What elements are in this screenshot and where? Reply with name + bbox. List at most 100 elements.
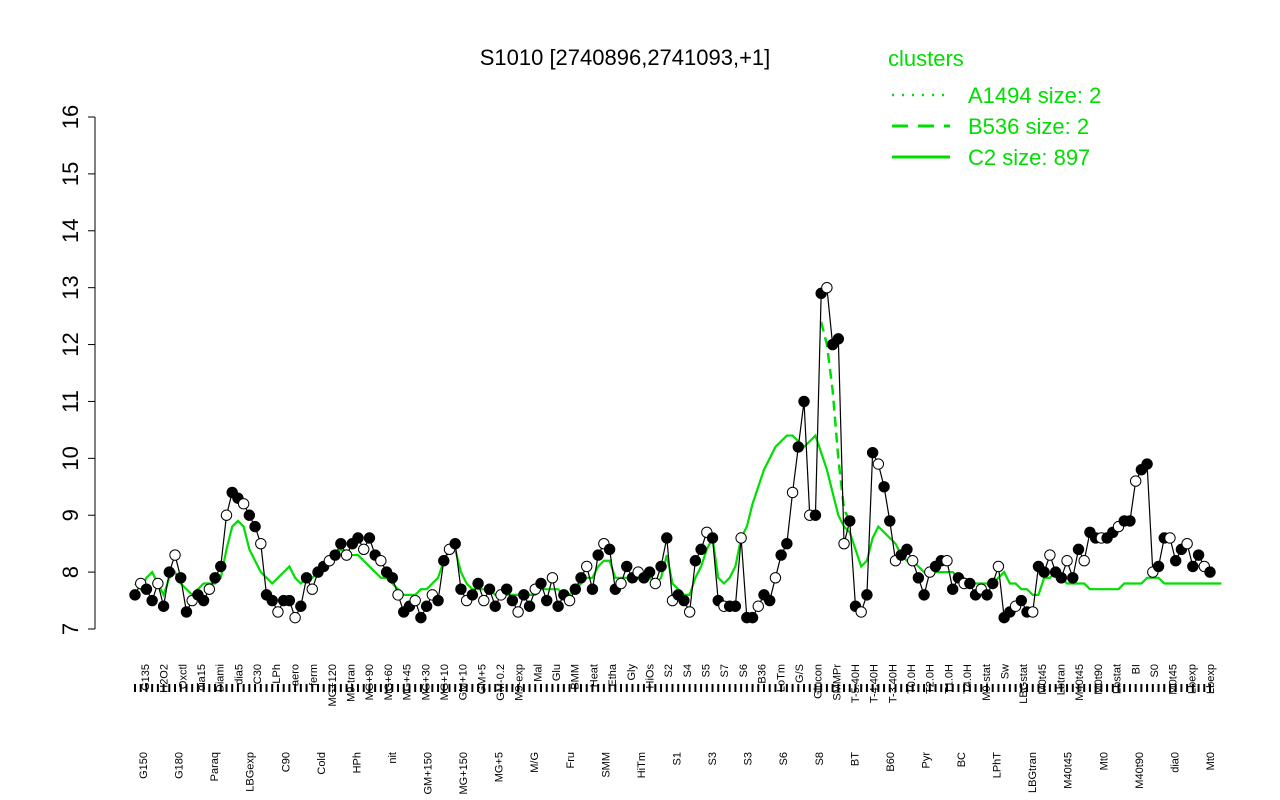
data-point: [283, 594, 296, 607]
x-tick-label: Oxctl: [177, 664, 189, 689]
data-point: [918, 589, 930, 601]
data-point: [781, 537, 793, 550]
x-tick-label: M40t45: [1074, 664, 1086, 701]
data-point: [152, 577, 164, 590]
data-point: [432, 594, 444, 607]
data-point: [409, 594, 421, 607]
chart-title: S1010 [2740896,2741093,+1]: [480, 45, 771, 70]
legend-label-b536: B536 size: 2: [968, 114, 1089, 139]
data-point: [483, 583, 496, 595]
data-point: [615, 577, 627, 590]
data-point: [678, 594, 690, 607]
data-point: [1164, 532, 1176, 544]
x-tick-label: G/S: [794, 664, 806, 683]
data-point: [838, 537, 850, 550]
x-tick-label: Fru: [565, 752, 577, 769]
data-point: [729, 600, 742, 612]
data-point: [249, 520, 261, 533]
data-point: [661, 532, 673, 544]
x-tick-label: LBGexp: [245, 752, 257, 792]
data-point: [255, 537, 267, 550]
data-point: [415, 611, 427, 624]
data-point: [518, 589, 530, 601]
x-tick-label: HiOs: [644, 664, 656, 689]
data-point: [655, 560, 667, 573]
data-point: [946, 583, 959, 595]
x-tick-label: GM-0.2: [495, 664, 507, 701]
x-tick-label: BC: [956, 752, 968, 767]
data-point: [792, 441, 804, 453]
data-point: [866, 446, 879, 459]
legend-label-c2: C2 size: 897: [968, 145, 1090, 170]
data-point: [535, 577, 547, 590]
data-point: [563, 594, 576, 607]
data-point: [455, 583, 467, 595]
data-point: [1078, 555, 1090, 567]
data-point: [992, 560, 1005, 573]
data-point: [352, 532, 364, 544]
data-point: [266, 594, 278, 607]
data-point: [649, 577, 662, 590]
data-point: [438, 555, 450, 567]
x-tick-label: HiTm: [636, 752, 648, 778]
data-point: [169, 549, 181, 561]
data-point: [786, 486, 799, 499]
x-tick-label: MG+120: [327, 664, 339, 707]
data-point: [1129, 475, 1142, 487]
data-point: [129, 589, 141, 601]
x-tick-label: BT: [849, 752, 861, 766]
data-point: [237, 498, 250, 510]
x-tick-label: S3: [743, 752, 755, 765]
x-tick-label: H2O2: [159, 664, 171, 693]
series-line: [134, 286, 1211, 620]
x-tick-label: T-3.40H: [887, 664, 899, 703]
y-tick-label: 15: [58, 162, 83, 186]
data-point: [764, 594, 776, 607]
data-point: [1061, 555, 1073, 567]
x-tick-label: ferm: [308, 664, 320, 686]
data-point: [706, 532, 719, 544]
data-point: [586, 583, 599, 595]
x-tick-label: M40t45: [1063, 752, 1075, 789]
data-point: [569, 583, 581, 595]
legend: clusters A1494 size: 2 B536 size: 2 C2 s…: [888, 46, 1101, 170]
x-tick-label: GM+150: [423, 752, 435, 795]
data-point: [472, 577, 484, 590]
x-tick-label: T2.0H: [925, 664, 937, 694]
data-point: [901, 543, 913, 556]
x-tick-label: Lbexp: [1205, 664, 1217, 694]
x-tick-label: M9-tran: [346, 664, 358, 702]
x-tick-label: Cold: [316, 752, 328, 775]
x-tick-label: S4: [682, 664, 694, 677]
data-point: [140, 583, 153, 595]
x-tick-label: BMM: [570, 664, 582, 690]
data-point: [844, 515, 856, 527]
data-point: [1067, 572, 1079, 584]
data-point: [575, 572, 587, 584]
x-tick-label: nit: [387, 752, 399, 764]
data-point: [964, 577, 976, 590]
data-point: [243, 509, 256, 521]
x-tick-label: BI: [1130, 664, 1142, 674]
data-point: [552, 600, 564, 612]
x-tick-label: Sw: [999, 664, 1011, 679]
x-tick-label: MG+30: [420, 664, 432, 700]
x-tick-label: C30: [252, 664, 264, 684]
data-point: [363, 532, 376, 544]
data-point: [878, 481, 890, 493]
cluster-line-b536: [819, 321, 851, 522]
data-point: [1038, 566, 1050, 578]
y-tick-label: 13: [58, 275, 83, 299]
data-point: [752, 600, 764, 612]
data-point: [386, 572, 399, 584]
cluster-lines: [134, 321, 1222, 598]
data-point: [592, 549, 604, 561]
x-tick-label: Mal: [532, 664, 544, 682]
data-point: [1044, 549, 1056, 561]
data-point: [1124, 515, 1136, 527]
data-point: [906, 555, 919, 567]
x-tick-label: GM+5: [476, 664, 488, 694]
data-point: [500, 583, 513, 595]
data-point: [329, 549, 341, 561]
x-tick-label: T-4.40H: [869, 664, 881, 703]
